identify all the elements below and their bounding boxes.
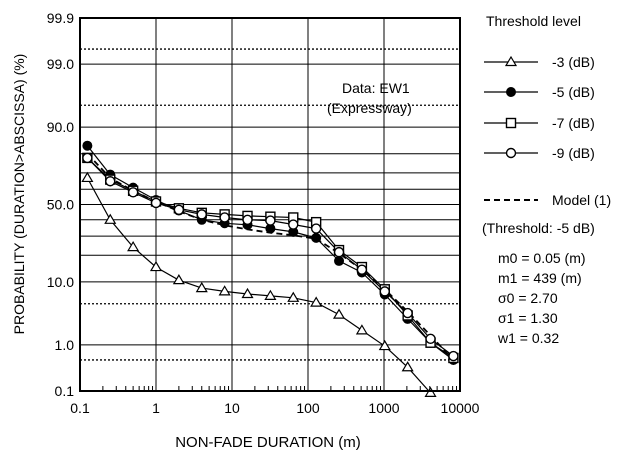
data-point-open-circle (150, 197, 162, 209)
data-point-open-circle (425, 333, 436, 345)
data-point-triangle (378, 339, 391, 351)
x-tick-label: 10 (224, 400, 240, 416)
data-point-triangle (264, 289, 277, 300)
x-axis-label: NON-FADE DURATION (m) (175, 434, 361, 451)
y-axis-label: PROBABILITY (DURATION>ABSCISSA) (%) (11, 54, 27, 335)
data-point-open-circle (82, 152, 93, 164)
data-point-open-circle (288, 219, 299, 230)
data-point-triangle (81, 171, 94, 183)
series-line-0 (86, 177, 431, 394)
data-point-filled-circle (82, 140, 93, 151)
x-tick-label: 100 (296, 400, 320, 416)
data-point-open-circle (505, 147, 517, 159)
y-tick-label: 0.1 (55, 383, 75, 399)
y-tick-label: 99.9 (47, 10, 74, 26)
legend-label: -5 (dB) (552, 84, 595, 100)
legend-label: -7 (dB) (552, 115, 595, 131)
series-line-1 (86, 145, 454, 361)
legend-label: -3 (dB) (552, 54, 595, 70)
data-point-triangle (241, 287, 254, 299)
data-point-open-circle (219, 212, 230, 223)
data-point-open-circle (379, 286, 390, 297)
data-point-triangle (504, 55, 518, 67)
data-point-triangle (332, 308, 346, 319)
series-line-2 (86, 157, 454, 359)
data-point-open-circle (242, 214, 253, 225)
data-point-triangle (127, 240, 140, 252)
data-point-triangle (218, 285, 231, 296)
data-point-open-circle (173, 204, 185, 216)
model-parameter: w1 = 0.32 (497, 330, 559, 346)
legend-label: -9 (dB) (552, 145, 595, 161)
data-point-open-circle (196, 209, 207, 220)
y-tick-label: 10.0 (47, 274, 74, 290)
data-point-open-circle (448, 350, 459, 362)
data-point-triangle (195, 281, 208, 293)
grid-layer (79, 17, 461, 392)
data-point-triangle (424, 386, 437, 397)
data-point-triangle (310, 296, 323, 307)
data-point-triangle (401, 361, 414, 372)
x-tick-label: 0.1 (70, 400, 90, 416)
data-point-triangle (149, 260, 163, 272)
data-point-open-circle (127, 187, 139, 198)
data-point-open-circle (402, 307, 413, 319)
data-point-filled-circle (334, 255, 345, 266)
series-layer (81, 140, 459, 397)
y-tick-label: 99.0 (47, 56, 74, 72)
data-point-open-circle (310, 223, 322, 234)
model-parameter: m0 = 0.05 (m) (498, 250, 586, 266)
data-point-open-circle (105, 176, 116, 187)
x-tick-label: 1 (152, 400, 160, 416)
series-line-3 (86, 157, 454, 357)
y-tick-label: 90.0 (47, 119, 74, 135)
annotation-line2: (Expressway) (327, 100, 412, 116)
model-parameter: m1 = 439 (m) (498, 270, 582, 286)
model-parameter: σ0 = 2.70 (498, 290, 558, 306)
axes-layer: 0.1 1 10 100 1000 10000 0.1 1.0 10.0 50.0 90.0 99.0… (47, 10, 480, 416)
data-point-triangle (355, 324, 368, 335)
series-line-4 (86, 153, 455, 361)
data-point-filled-circle (506, 87, 516, 97)
data-point-filled-circle (311, 232, 322, 243)
legend-label-model: Model (1) (552, 192, 611, 208)
legend-model-note: (Threshold: -5 dB) (482, 220, 595, 236)
annotation-line1: Data: EW1 (342, 80, 410, 96)
data-point-open-circle (356, 264, 368, 275)
data-point-triangle (287, 291, 300, 302)
x-tick-label: 1000 (368, 400, 399, 416)
data-point-open-circle (333, 246, 345, 258)
data-point-open-circle (265, 215, 276, 226)
data-point-triangle (104, 213, 117, 224)
legend-title: Threshold level (486, 13, 581, 29)
legend: Threshold level -3 (dB) -5 (dB) -7 (dB) -9 (… (482, 13, 611, 346)
x-tick-label: 10000 (441, 400, 480, 416)
data-point-square (505, 117, 517, 129)
data-point-triangle (172, 273, 185, 285)
y-tick-label: 1.0 (55, 337, 75, 353)
plot-frame (79, 17, 461, 392)
y-tick-label: 50.0 (47, 197, 74, 213)
model-parameter: σ1 = 1.30 (498, 310, 558, 326)
